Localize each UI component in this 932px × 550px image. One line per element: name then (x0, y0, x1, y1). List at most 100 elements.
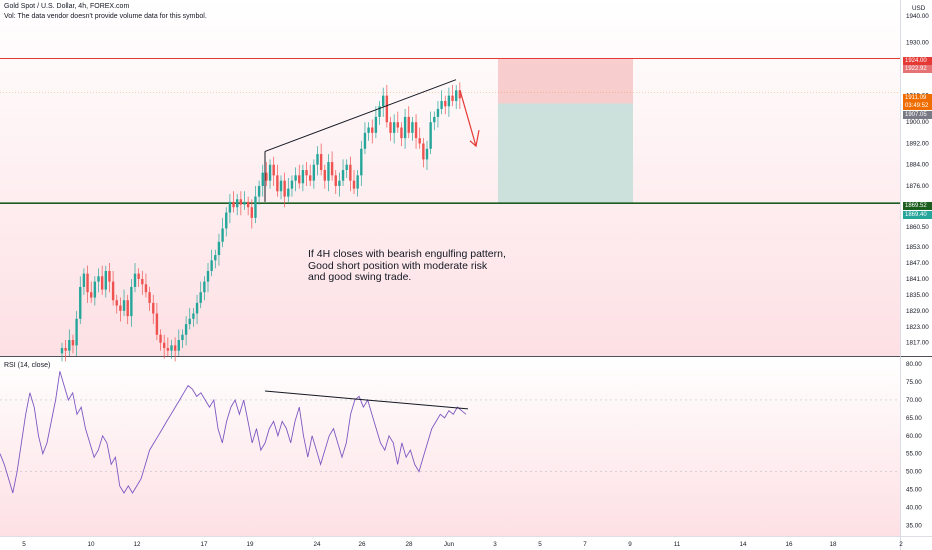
price-tick-label: 1841.00 (906, 276, 929, 283)
candle-body (447, 95, 451, 107)
candle-body (119, 305, 122, 311)
candle-body (330, 162, 334, 176)
symbol-title: Gold Spot / U.S. Dollar, 4h, FOREX.com (4, 3, 130, 10)
candle-body (327, 162, 330, 181)
candle-body (181, 334, 184, 341)
currency-label[interactable]: USD (912, 5, 926, 12)
candle-body (389, 122, 392, 133)
rsi-tick-label: 55.00 (906, 451, 922, 458)
candle-body (287, 188, 290, 197)
candle-body (268, 164, 272, 181)
candle-body (279, 180, 283, 192)
candle-body (414, 122, 418, 139)
candle-body (115, 300, 118, 306)
candle-body (130, 286, 133, 317)
last-price-tag: 1911.09 (903, 94, 932, 102)
price-trendline (264, 79, 457, 152)
price-tick-label: 1829.00 (906, 308, 929, 315)
stop-loss-zone (498, 58, 633, 104)
candle-body (440, 100, 443, 109)
candle-body (86, 273, 89, 293)
time-tick-label: 11 (674, 541, 681, 548)
rsi-tick-label: 80.00 (906, 361, 922, 368)
candle-body (221, 228, 224, 242)
candle-body (188, 318, 191, 325)
time-tick-label: 24 (313, 541, 321, 548)
candle-body (155, 313, 159, 335)
candle-body (199, 292, 202, 303)
candle-body (148, 292, 151, 303)
candle-body (334, 175, 337, 186)
trade-annotation: If 4H closes with bearish engulfing patt… (308, 248, 506, 284)
candle-body (64, 348, 67, 351)
candle-body (60, 348, 64, 354)
candle-body (392, 122, 396, 133)
candle-body (144, 284, 148, 293)
candle-body (360, 148, 363, 176)
price-tick-label: 1853.00 (906, 244, 929, 251)
candle-body (349, 164, 352, 181)
price-tick-label: 1930.00 (906, 40, 929, 47)
time-tick-label: 26 (358, 541, 366, 548)
candle-body (436, 108, 440, 117)
candle-body (184, 324, 188, 335)
rsi-series-line (0, 371, 467, 494)
candle-body (214, 255, 217, 261)
candle-body (422, 143, 425, 160)
candle-body (177, 340, 180, 351)
candle-body (429, 122, 432, 149)
candle-body (163, 342, 166, 349)
candle-body (137, 273, 140, 279)
candle-body (396, 122, 399, 128)
candle-body (371, 127, 374, 133)
rsi-tick-label: 40.00 (906, 504, 922, 511)
candle-body (71, 340, 75, 346)
candle-body (100, 276, 104, 290)
candle-body (246, 201, 250, 208)
candle-body (93, 281, 97, 298)
candle-body (166, 348, 170, 351)
rsi-tick-label: 45.00 (906, 486, 922, 493)
candle-body (312, 164, 316, 181)
candle-body (250, 207, 253, 218)
price-tick-label: 1876.00 (906, 183, 929, 190)
price-tick-label: 1940.00 (906, 13, 929, 20)
price-tick-label: 1835.00 (906, 292, 929, 299)
candle-body (126, 300, 129, 317)
candle-body (192, 313, 195, 319)
annotation-line-3: and good swing trade. (308, 271, 412, 283)
time-tick-label: 5 (538, 541, 542, 548)
candle-body (236, 199, 239, 208)
candle-body (206, 270, 210, 282)
candle-body (305, 170, 308, 176)
rsi-tick-label: 65.00 (906, 415, 922, 422)
candle-body (352, 180, 356, 189)
time-tick-label: 3 (493, 541, 497, 548)
time-tick-label: Jun (444, 541, 455, 548)
candle-body (323, 170, 326, 181)
candle-body (403, 116, 407, 139)
time-tick-label: 5 (22, 541, 26, 548)
candle-body (261, 172, 264, 186)
candle-body (433, 116, 436, 123)
candle-body (367, 127, 370, 133)
stop-top-tag: 1924.00 (903, 57, 932, 65)
candle-body (68, 340, 71, 351)
candle-body (203, 281, 206, 293)
candle-body (232, 201, 235, 208)
down-arrow-shaft (459, 90, 477, 147)
candle-body (378, 106, 381, 117)
annotation-line-2: Good short position with moderate risk (308, 259, 488, 272)
candle-body (425, 148, 429, 160)
volume-note: Vol: The data vendor doesn't provide vol… (4, 13, 207, 20)
time-tick-label: 10 (87, 541, 95, 548)
rsi-trendline (264, 390, 469, 410)
take-profit-zone (498, 103, 633, 204)
candle-body (133, 273, 137, 287)
candle-body (170, 345, 173, 351)
candle-body (276, 175, 279, 192)
rsi-tick-label: 35.00 (906, 522, 922, 529)
time-tick-label: 17 (200, 541, 208, 548)
